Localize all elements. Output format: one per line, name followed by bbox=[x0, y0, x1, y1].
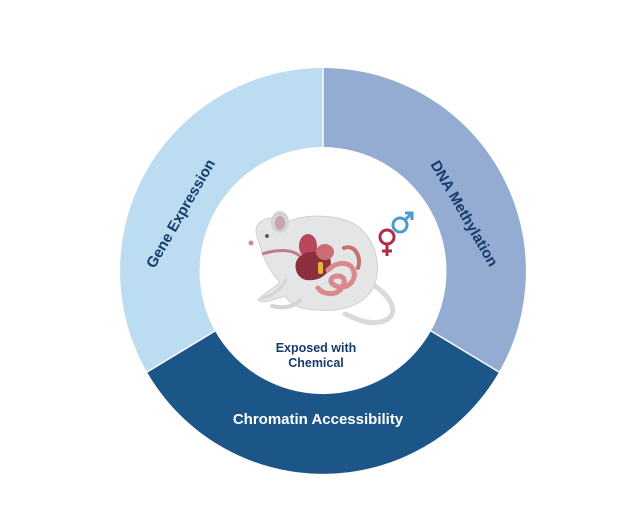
mouse-anatomy-icon bbox=[248, 211, 395, 326]
segment-dna-methylation bbox=[323, 68, 526, 372]
center-label-line2: Chemical bbox=[288, 356, 344, 370]
chromatin-accessibility-label: Chromatin Accessibility bbox=[233, 411, 404, 428]
segment-gene-expression bbox=[120, 68, 324, 372]
center-label-line1: Exposed with bbox=[276, 341, 357, 355]
segment-chromatin-accessibility bbox=[147, 331, 499, 474]
male-female-symbol-icon bbox=[378, 211, 414, 256]
segment-dividers bbox=[146, 68, 500, 373]
